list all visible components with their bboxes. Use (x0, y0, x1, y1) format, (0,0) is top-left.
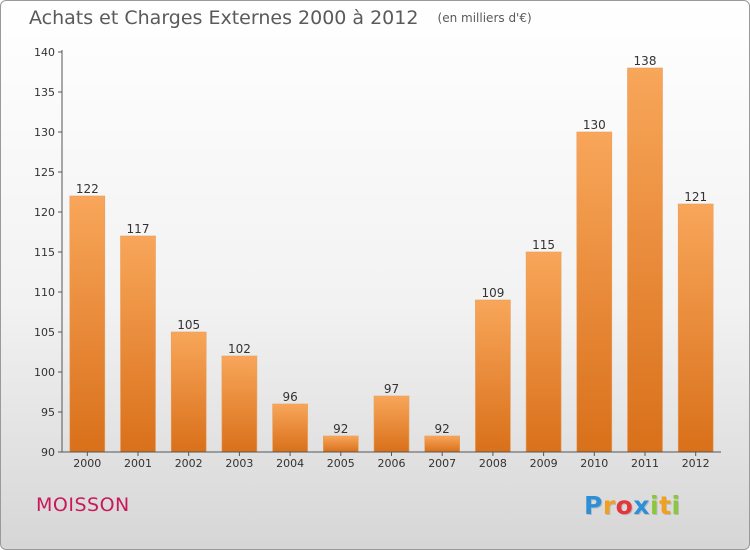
y-tick-label: 95 (41, 406, 55, 419)
bar (576, 131, 613, 453)
y-tick-label: 115 (34, 246, 55, 259)
proxiti-logo: Proxiti (584, 491, 681, 520)
x-tick-label: 2005 (327, 457, 355, 470)
bars-group (69, 67, 714, 453)
data-label: 121 (684, 190, 707, 204)
data-label: 102 (228, 342, 251, 356)
logo-letter: t (659, 491, 672, 520)
data-label: 92 (435, 422, 450, 436)
bar (424, 435, 461, 453)
data-label: 96 (282, 390, 297, 404)
x-tick-label: 2006 (378, 457, 406, 470)
logo-letter: P (584, 491, 603, 520)
bar (525, 251, 562, 453)
logo-letter: i (671, 491, 681, 520)
x-tick-label: 2009 (530, 457, 558, 470)
bar (170, 331, 207, 453)
y-tick-label: 90 (41, 446, 55, 459)
data-label: 105 (177, 318, 200, 332)
data-label: 97 (384, 382, 399, 396)
axes-group (58, 50, 721, 456)
x-tick-label: 2001 (124, 457, 152, 470)
data-label: 92 (333, 422, 348, 436)
data-label: 130 (583, 118, 606, 132)
y-tick-label: 100 (34, 366, 55, 379)
y-tick-label: 135 (34, 86, 55, 99)
commune-name: MOISSON (36, 494, 130, 516)
bar (221, 355, 258, 453)
y-tick-label: 130 (34, 126, 55, 139)
x-tick-label: 2010 (580, 457, 608, 470)
bar (322, 435, 359, 453)
x-tick-label: 2002 (175, 457, 203, 470)
bar (475, 299, 511, 453)
y-tick-label: 125 (34, 166, 55, 179)
logo-letter: i (650, 491, 660, 520)
logo-letter: o (615, 491, 634, 520)
data-label: 117 (127, 222, 150, 236)
y-tick-label: 105 (34, 326, 55, 339)
logo-letter: x (633, 491, 650, 520)
data-label: 122 (76, 182, 99, 196)
x-tick-label: 2003 (225, 457, 253, 470)
x-tick-label: 2007 (428, 457, 456, 470)
y-tick-label: 120 (34, 206, 55, 219)
labels-group: 122 2000 117 2001 105 2002 102 2003 96 2004 92 2005… (34, 46, 710, 470)
chart-title-block: Achats et Charges Externes 2000 à 2012 (… (29, 7, 532, 29)
bar (627, 67, 663, 453)
x-tick-label: 2012 (682, 457, 710, 470)
y-tick-label: 110 (34, 286, 55, 299)
bar (69, 195, 106, 453)
data-label: 138 (634, 54, 657, 68)
chart-title: Achats et Charges Externes 2000 à 2012 (29, 7, 419, 29)
bar (677, 203, 714, 453)
bar (120, 235, 156, 453)
data-label: 109 (481, 286, 504, 300)
x-tick-label: 2008 (479, 457, 507, 470)
x-tick-label: 2011 (631, 457, 659, 470)
chart-unit: (en milliers d'€) (437, 11, 532, 25)
y-tick-label: 140 (34, 46, 55, 59)
logo-letter: r (602, 491, 616, 520)
data-label: 115 (532, 238, 555, 252)
bar (272, 403, 308, 453)
bar (373, 395, 410, 453)
x-tick-label: 2004 (276, 457, 304, 470)
x-tick-label: 2000 (73, 457, 101, 470)
